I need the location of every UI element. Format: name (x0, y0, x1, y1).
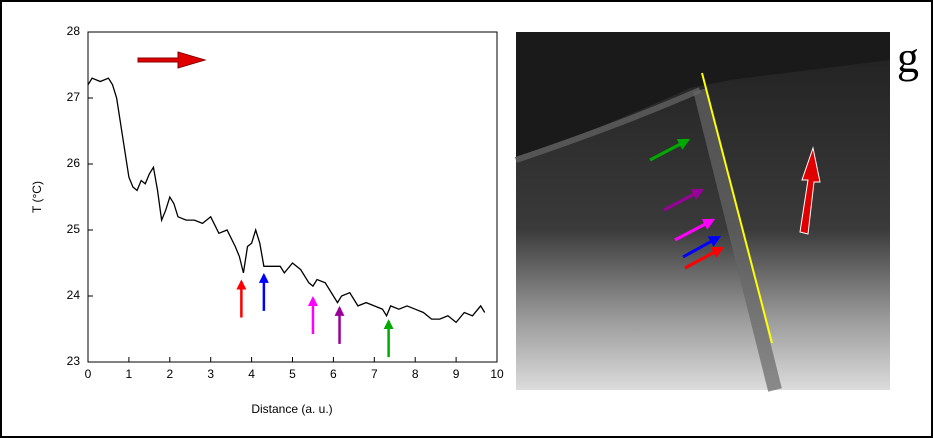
image-panel (515, 32, 890, 392)
x-tick-label: 4 (248, 367, 255, 381)
y-tick-label: 25 (67, 222, 81, 236)
dark-region (516, 32, 890, 160)
image-arrow (674, 218, 716, 242)
y-tick-label: 24 (67, 288, 81, 302)
edge (515, 87, 702, 163)
image-arrow (649, 138, 691, 162)
profile-line (701, 72, 773, 344)
direction-arrow (137, 51, 207, 69)
x-tick-label: 10 (490, 367, 504, 381)
x-tick-label: 8 (412, 367, 419, 381)
x-tick-label: 0 (85, 367, 92, 381)
x-tick-label: 9 (453, 367, 460, 381)
x-tick-label: 7 (371, 367, 378, 381)
y-axis-label: T (°C) (30, 181, 44, 213)
image-arrow (682, 235, 722, 259)
y-tick-label: 27 (67, 90, 81, 104)
flow-arrow (799, 146, 821, 235)
x-tick-label: 5 (289, 367, 296, 381)
x-tick-label: 1 (126, 367, 133, 381)
y-tick-label: 28 (67, 24, 81, 38)
y-tick-label: 23 (67, 354, 81, 368)
x-tick-label: 2 (166, 367, 173, 381)
x-axis-label: Distance (a. u.) (251, 402, 332, 416)
line (87, 77, 486, 324)
y-tick-label: 26 (67, 156, 81, 170)
image-arrow (684, 246, 725, 270)
channel (693, 88, 782, 392)
image-arrow (663, 188, 705, 212)
x-tick-label: 6 (330, 367, 337, 381)
panel-label: g (897, 33, 919, 82)
x-tick-label: 3 (207, 367, 214, 381)
